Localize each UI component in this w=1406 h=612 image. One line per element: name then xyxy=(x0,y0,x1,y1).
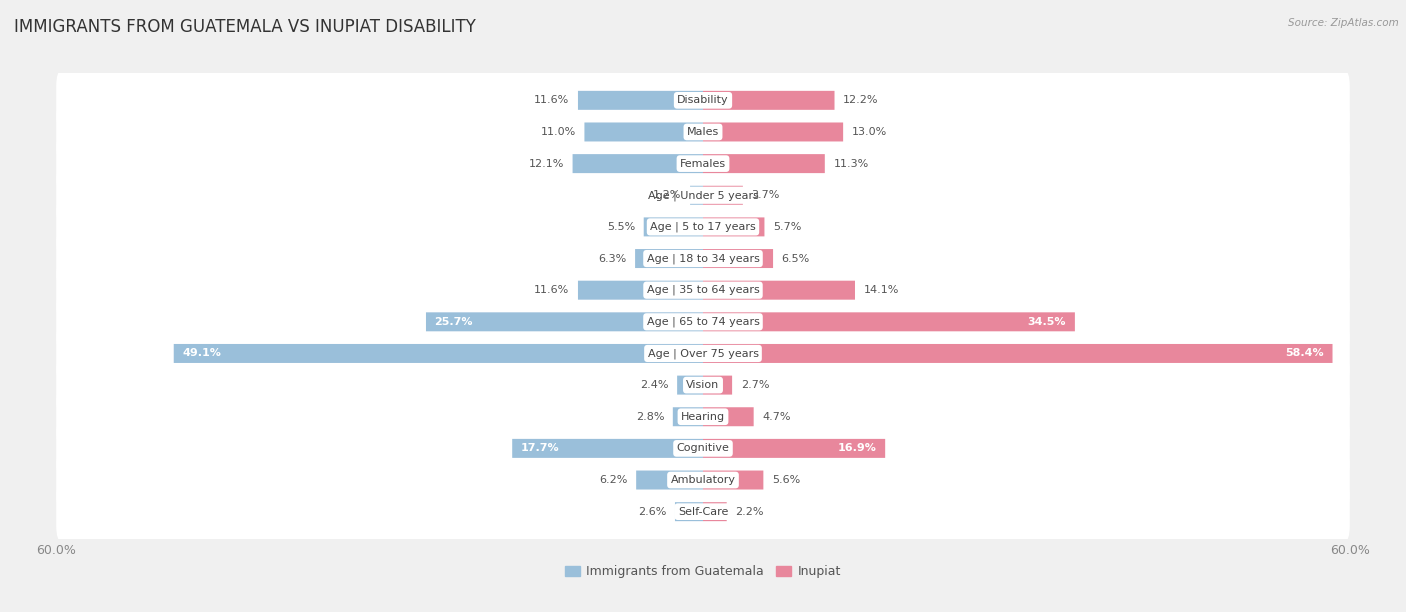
Text: Self-Care: Self-Care xyxy=(678,507,728,517)
FancyBboxPatch shape xyxy=(690,186,703,205)
Text: 11.6%: 11.6% xyxy=(534,95,569,105)
Text: 11.6%: 11.6% xyxy=(534,285,569,295)
Text: Age | 5 to 17 years: Age | 5 to 17 years xyxy=(650,222,756,232)
Text: 2.8%: 2.8% xyxy=(636,412,664,422)
Text: Age | Under 5 years: Age | Under 5 years xyxy=(648,190,758,201)
Text: 2.4%: 2.4% xyxy=(640,380,668,390)
FancyBboxPatch shape xyxy=(703,281,855,300)
FancyBboxPatch shape xyxy=(703,376,733,395)
FancyBboxPatch shape xyxy=(636,471,703,490)
Text: Males: Males xyxy=(688,127,718,137)
FancyBboxPatch shape xyxy=(578,281,703,300)
Text: 25.7%: 25.7% xyxy=(434,317,472,327)
FancyBboxPatch shape xyxy=(703,122,844,141)
Text: 4.7%: 4.7% xyxy=(762,412,790,422)
Text: 49.1%: 49.1% xyxy=(183,348,221,359)
FancyBboxPatch shape xyxy=(703,249,773,268)
FancyBboxPatch shape xyxy=(56,419,1350,478)
Text: 5.6%: 5.6% xyxy=(772,475,800,485)
FancyBboxPatch shape xyxy=(673,407,703,426)
FancyBboxPatch shape xyxy=(578,91,703,110)
FancyBboxPatch shape xyxy=(703,312,1074,331)
FancyBboxPatch shape xyxy=(703,91,835,110)
FancyBboxPatch shape xyxy=(56,134,1350,193)
Text: 13.0%: 13.0% xyxy=(852,127,887,137)
Text: Hearing: Hearing xyxy=(681,412,725,422)
Text: Ambulatory: Ambulatory xyxy=(671,475,735,485)
Legend: Immigrants from Guatemala, Inupiat: Immigrants from Guatemala, Inupiat xyxy=(560,561,846,583)
FancyBboxPatch shape xyxy=(56,197,1350,256)
Text: 2.2%: 2.2% xyxy=(735,507,763,517)
Text: 1.2%: 1.2% xyxy=(652,190,682,200)
Text: Females: Females xyxy=(681,159,725,169)
FancyBboxPatch shape xyxy=(703,502,727,521)
Text: Vision: Vision xyxy=(686,380,720,390)
Text: 11.3%: 11.3% xyxy=(834,159,869,169)
FancyBboxPatch shape xyxy=(56,450,1350,510)
FancyBboxPatch shape xyxy=(56,229,1350,288)
FancyBboxPatch shape xyxy=(56,356,1350,415)
FancyBboxPatch shape xyxy=(56,70,1350,130)
Text: 12.1%: 12.1% xyxy=(529,159,564,169)
FancyBboxPatch shape xyxy=(703,186,742,205)
Text: Age | 35 to 64 years: Age | 35 to 64 years xyxy=(647,285,759,296)
Text: IMMIGRANTS FROM GUATEMALA VS INUPIAT DISABILITY: IMMIGRANTS FROM GUATEMALA VS INUPIAT DIS… xyxy=(14,18,477,36)
Text: 5.7%: 5.7% xyxy=(773,222,801,232)
Text: 6.3%: 6.3% xyxy=(598,253,627,264)
Text: 2.6%: 2.6% xyxy=(638,507,666,517)
FancyBboxPatch shape xyxy=(56,324,1350,383)
Text: Cognitive: Cognitive xyxy=(676,443,730,453)
FancyBboxPatch shape xyxy=(572,154,703,173)
FancyBboxPatch shape xyxy=(512,439,703,458)
FancyBboxPatch shape xyxy=(703,471,763,490)
FancyBboxPatch shape xyxy=(636,249,703,268)
FancyBboxPatch shape xyxy=(703,344,1333,363)
Text: 16.9%: 16.9% xyxy=(838,443,876,453)
FancyBboxPatch shape xyxy=(426,312,703,331)
Text: 12.2%: 12.2% xyxy=(844,95,879,105)
FancyBboxPatch shape xyxy=(56,261,1350,320)
FancyBboxPatch shape xyxy=(56,165,1350,225)
FancyBboxPatch shape xyxy=(56,292,1350,351)
FancyBboxPatch shape xyxy=(703,439,886,458)
Text: 14.1%: 14.1% xyxy=(863,285,898,295)
Text: 11.0%: 11.0% xyxy=(540,127,576,137)
Text: 6.2%: 6.2% xyxy=(599,475,627,485)
Text: Age | Over 75 years: Age | Over 75 years xyxy=(648,348,758,359)
Text: 58.4%: 58.4% xyxy=(1285,348,1324,359)
FancyBboxPatch shape xyxy=(56,482,1350,542)
FancyBboxPatch shape xyxy=(675,502,703,521)
FancyBboxPatch shape xyxy=(174,344,703,363)
FancyBboxPatch shape xyxy=(678,376,703,395)
Text: 17.7%: 17.7% xyxy=(520,443,560,453)
Text: 2.7%: 2.7% xyxy=(741,380,769,390)
FancyBboxPatch shape xyxy=(644,217,703,236)
Text: Source: ZipAtlas.com: Source: ZipAtlas.com xyxy=(1288,18,1399,28)
Text: Disability: Disability xyxy=(678,95,728,105)
Text: 3.7%: 3.7% xyxy=(752,190,780,200)
Text: 6.5%: 6.5% xyxy=(782,253,810,264)
Text: 5.5%: 5.5% xyxy=(607,222,636,232)
Text: 34.5%: 34.5% xyxy=(1028,317,1066,327)
FancyBboxPatch shape xyxy=(703,154,825,173)
Text: Age | 65 to 74 years: Age | 65 to 74 years xyxy=(647,316,759,327)
FancyBboxPatch shape xyxy=(56,102,1350,162)
Text: Age | 18 to 34 years: Age | 18 to 34 years xyxy=(647,253,759,264)
FancyBboxPatch shape xyxy=(703,407,754,426)
FancyBboxPatch shape xyxy=(585,122,703,141)
FancyBboxPatch shape xyxy=(56,387,1350,447)
FancyBboxPatch shape xyxy=(703,217,765,236)
